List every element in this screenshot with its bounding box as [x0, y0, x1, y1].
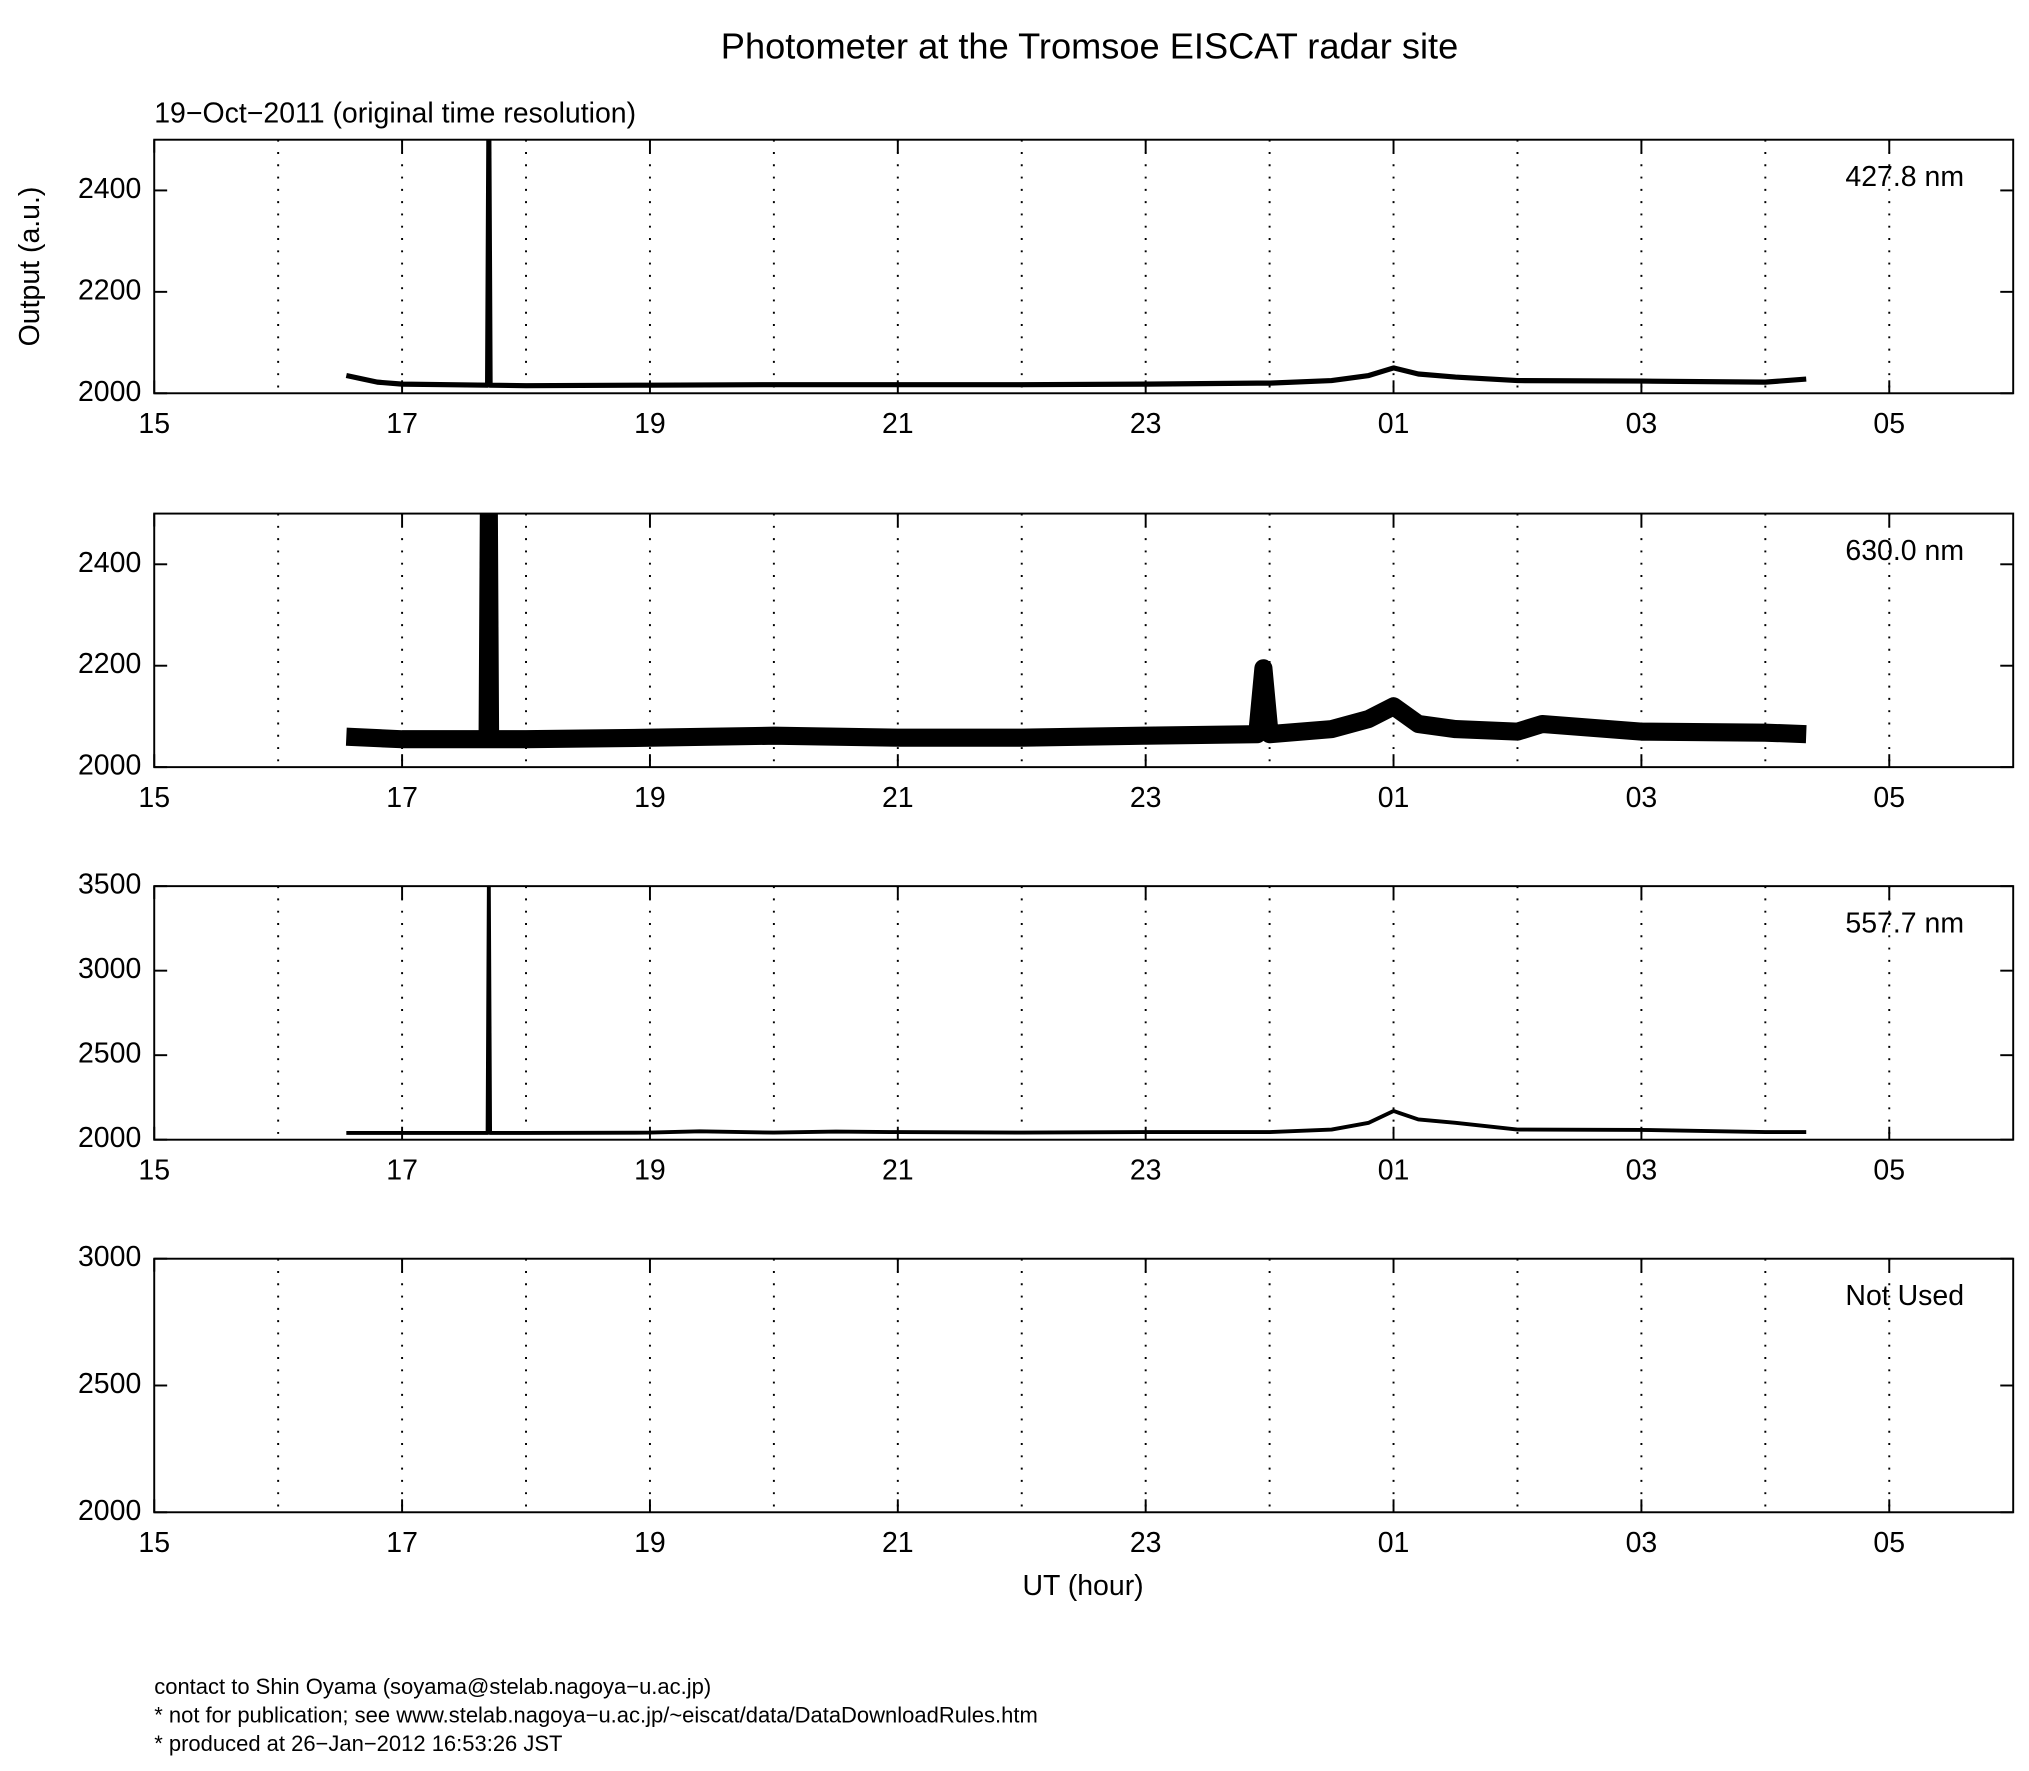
- x-tick-label: 05: [1873, 782, 1905, 814]
- x-tick-label: 19: [634, 782, 666, 814]
- y-tick-label: 2000: [78, 1122, 141, 1154]
- x-tick-label: 23: [1130, 782, 1162, 814]
- x-tick-label: 21: [882, 782, 914, 814]
- figure-title: Photometer at the Tromsoe EISCAT radar s…: [721, 26, 1458, 67]
- subtitle: 19−Oct−2011 (original time resolution): [154, 98, 636, 130]
- x-tick-label: 03: [1626, 408, 1658, 440]
- y-tick-label: 3500: [78, 869, 141, 901]
- y-tick-label: 2500: [78, 1038, 141, 1070]
- x-tick-label: 19: [634, 1155, 666, 1187]
- x-axis-label: UT (hour): [1022, 1570, 1143, 1602]
- plot-frame: [153, 138, 2015, 395]
- x-tick-label: 21: [882, 1155, 914, 1187]
- y-tick-label: 2200: [78, 648, 141, 680]
- x-tick-label: 17: [386, 1155, 418, 1187]
- panel: 15 17 19 21 23 01 03 05 2000 2200 2400 427.8 nm Outp…: [14, 138, 2015, 440]
- x-tick-label: 05: [1873, 1155, 1905, 1187]
- x-tick-label: 15: [138, 782, 170, 814]
- x-tick-label: 05: [1873, 408, 1905, 440]
- x-tick-label: 21: [882, 408, 914, 440]
- y-tick-label: 2400: [78, 547, 141, 579]
- panel-annotation: Not Used: [1845, 1280, 1964, 1312]
- x-tick-label: 15: [138, 408, 170, 440]
- panel: 15 17 19 21 23 01 03 05 2000 2500 3000 3500 557.7 nm: [78, 869, 2015, 1187]
- x-tick-label: 01: [1378, 1527, 1410, 1559]
- data-line: [345, 139, 1807, 389]
- x-tick-label: 03: [1626, 1527, 1658, 1559]
- y-tick-label: 3000: [78, 953, 141, 985]
- y-tick-label: 2000: [78, 376, 141, 408]
- x-tick-label: 01: [1378, 782, 1410, 814]
- y-tick-label: 2000: [78, 1495, 141, 1527]
- plot-frame: [153, 512, 2015, 769]
- data-line: [346, 886, 1807, 1135]
- x-tick-label: 05: [1873, 1527, 1905, 1559]
- x-tick-label: 23: [1130, 1155, 1162, 1187]
- y-axis-label: Output (a.u.): [14, 187, 46, 347]
- x-tick-label: 23: [1130, 408, 1162, 440]
- panel-annotation: 630.0 nm: [1845, 535, 1964, 567]
- x-tick-label: 01: [1378, 1155, 1410, 1187]
- panel-annotation: 427.8 nm: [1845, 161, 1964, 193]
- plot-frame: [153, 1257, 2015, 1514]
- x-tick-label: 03: [1626, 782, 1658, 814]
- x-tick-label: 03: [1626, 1155, 1658, 1187]
- plot-frame: [153, 885, 2015, 1141]
- x-tick-label: 17: [386, 1527, 418, 1559]
- panel-annotation: 557.7 nm: [1845, 907, 1964, 939]
- footer-line: * not for publication; see www.stelab.na…: [154, 1702, 1038, 1727]
- x-tick-label: 21: [882, 1527, 914, 1559]
- x-tick-label: 17: [386, 782, 418, 814]
- y-tick-label: 2000: [78, 750, 141, 782]
- x-tick-label: 15: [138, 1527, 170, 1559]
- footer-line: * produced at 26−Jan−2012 16:53:26 JST: [154, 1731, 562, 1756]
- footer-line: contact to Shin Oyama (soyama@stelab.nag…: [154, 1674, 711, 1699]
- x-tick-label: 17: [386, 408, 418, 440]
- x-tick-label: 19: [634, 408, 666, 440]
- x-tick-label: 23: [1130, 1527, 1162, 1559]
- x-tick-label: 19: [634, 1527, 666, 1559]
- panel: 15 17 19 21 23 01 03 05 2000 2500 3000 Not Used UT (…: [78, 1241, 2015, 1602]
- panel: 15 17 19 21 23 01 03 05 2000 2200 2400 630.0 nm: [78, 512, 2015, 814]
- y-tick-label: 2400: [78, 173, 141, 205]
- data-line: [345, 513, 1807, 749]
- y-tick-label: 2500: [78, 1368, 141, 1400]
- x-tick-label: 15: [138, 1155, 170, 1187]
- x-tick-label: 01: [1378, 408, 1410, 440]
- y-tick-label: 2200: [78, 274, 141, 306]
- y-tick-label: 3000: [78, 1241, 141, 1273]
